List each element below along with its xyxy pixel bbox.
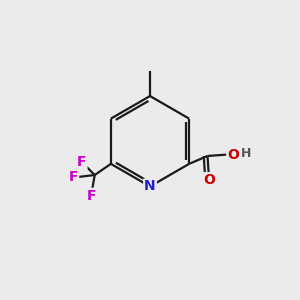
Text: F: F — [77, 155, 86, 169]
Text: O: O — [227, 148, 239, 161]
Text: F: F — [87, 189, 96, 203]
Text: H: H — [241, 147, 251, 160]
Text: N: N — [144, 179, 156, 194]
Text: O: O — [203, 173, 215, 187]
Text: F: F — [69, 170, 78, 184]
